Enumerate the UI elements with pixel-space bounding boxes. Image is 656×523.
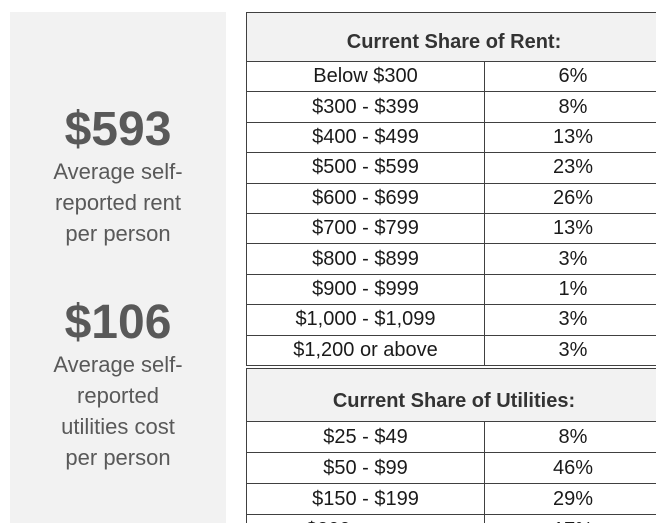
range-cell: $600 - $699 (246, 182, 485, 214)
stat-label: per person (65, 221, 171, 246)
stat-label: Average self- (53, 352, 183, 377)
share-cell: 29% (484, 483, 656, 515)
share-cell: 3% (484, 304, 656, 336)
table-row: $300 - $399 8% (246, 91, 656, 123)
range-cell: $1,200 or above (246, 334, 485, 366)
share-cell: 6% (484, 60, 656, 93)
stat-value: $106 (64, 296, 172, 349)
table: Current Share of Rent: Below $300 6% $300 -… (246, 12, 656, 366)
stat-label: Average self- (53, 159, 183, 184)
share-cell: 3% (484, 334, 656, 366)
table-row: $600 - $699 26% (246, 182, 656, 214)
range-cell: $50 - $99 (246, 452, 485, 484)
range-cell: $500 - $599 (246, 152, 485, 184)
range-cell: $1,000 - $1,099 (246, 304, 485, 336)
share-cell: 13% (484, 121, 656, 154)
table-row: $200 or more17% (246, 514, 656, 523)
stat-value: $593 (64, 103, 172, 156)
header-row: Current Share of Utilities: (246, 368, 656, 422)
range-cell: $800 - $899 (246, 243, 485, 275)
stat-block: $593 Average self-reported rent per person (10, 104, 226, 249)
stat-label: utilities cost (61, 414, 175, 439)
table-title: Current Share of Utilities: (246, 368, 656, 422)
stat-block: $106 Average self-reported utilities cost p… (10, 297, 226, 473)
table-row: $700 - $799 13% (246, 212, 656, 245)
share-cell: 13% (484, 212, 656, 245)
share-cell: 17% (484, 514, 656, 523)
sidebar: $593 Average self-reported rent per person… (10, 12, 226, 523)
table-row: $400 - $499 13% (246, 121, 656, 154)
share-cell: 8% (484, 421, 656, 453)
table-row: $900 - $999 1% (246, 273, 656, 306)
table-row: $1,000 - $1,099 3% (246, 304, 656, 336)
table-row: Below $300 6% (246, 60, 656, 93)
table-row: $1,200 or above 3% (246, 334, 656, 366)
share-cell: 26% (484, 182, 656, 214)
header-row: Current Share of Rent: (246, 12, 656, 62)
share-cell: 8% (484, 91, 656, 123)
range-cell: $200 or more (246, 514, 485, 523)
tables: Current Share of Rent: Below $300 6% $300 -… (246, 0, 656, 523)
table-row: $150 - $199 29% (246, 483, 656, 515)
table-row: $25 - $49 8% (246, 421, 656, 453)
share-cell: 1% (484, 273, 656, 306)
table: Current Share of Utilities: $25 - $49 8% $5… (246, 368, 656, 523)
table-row: $500 - $599 23% (246, 152, 656, 184)
share-cell: 3% (484, 243, 656, 275)
range-cell: $300 - $399 (246, 91, 485, 123)
range-cell: $25 - $49 (246, 421, 485, 453)
table-row: $800 - $899 3% (246, 243, 656, 275)
share-cell: 46% (484, 452, 656, 484)
stat-label: per person (65, 445, 171, 470)
stat-label: reported rent (55, 190, 181, 215)
range-cell: $900 - $999 (246, 273, 485, 306)
range-cell: $150 - $199 (246, 483, 485, 515)
stat-label: reported (77, 383, 159, 408)
range-cell: Below $300 (246, 60, 485, 93)
share-cell: 23% (484, 152, 656, 184)
range-cell: $700 - $799 (246, 212, 485, 245)
range-cell: $400 - $499 (246, 121, 485, 154)
table-title: Current Share of Rent: (246, 12, 656, 62)
table-row: $50 - $99 46% (246, 452, 656, 484)
